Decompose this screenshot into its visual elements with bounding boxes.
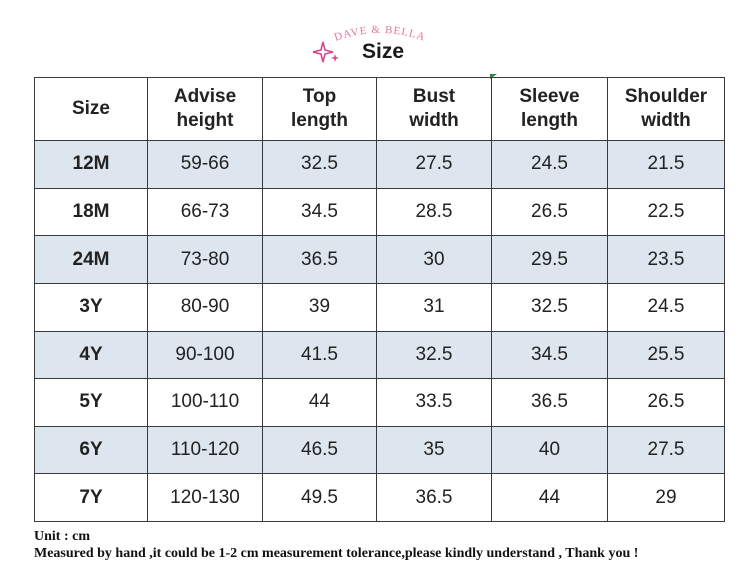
height-cell: 100-110 [147, 378, 263, 427]
table-row: 5Y 100-110 44 33.5 36.5 26.5 [34, 378, 725, 427]
size-chart-table: Size Advise height Top length Bust width Sl… [34, 77, 725, 522]
corner-mark [490, 74, 497, 79]
tolerance-note: Measured by hand ,it could be 1-2 cm mea… [34, 546, 639, 561]
header: DAVE & BELLA Size [0, 0, 750, 79]
table-row: 12M 59-66 32.5 27.5 24.5 21.5 [34, 140, 725, 189]
height-cell: 59-66 [147, 140, 263, 189]
bust-width-cell: 28.5 [376, 187, 492, 237]
height-cell: 66-73 [147, 187, 263, 237]
bust-width-cell: 35 [376, 425, 492, 475]
header-shoulder-width: Shoulder width [607, 77, 725, 141]
table-row: 6Y 110-120 46.5 35 40 27.5 [34, 425, 725, 475]
bust-width-cell: 30 [376, 235, 492, 284]
footer-notes: Unit : cm Measured by hand ,it could be … [34, 528, 744, 562]
sparkle-icon [313, 41, 339, 63]
bust-width-cell: 33.5 [376, 378, 492, 427]
sleeve-length-cell: 44 [491, 473, 608, 522]
header-size: Size [34, 77, 148, 141]
top-length-cell: 39 [262, 282, 377, 332]
shoulder-width-cell: 22.5 [607, 187, 725, 237]
shoulder-width-cell: 27.5 [607, 425, 725, 475]
unit-note: Unit : cm [34, 529, 90, 544]
top-length-cell: 34.5 [262, 187, 377, 237]
height-cell: 120-130 [147, 473, 263, 522]
sleeve-length-cell: 26.5 [491, 187, 608, 237]
header-advise-height: Advise height [147, 77, 263, 141]
size-cell: 6Y [34, 425, 148, 475]
table-row: 18M 66-73 34.5 28.5 26.5 22.5 [34, 187, 725, 237]
sleeve-length-cell: 34.5 [491, 330, 608, 380]
sleeve-length-cell: 40 [491, 425, 608, 475]
shoulder-width-cell: 29 [607, 473, 725, 522]
header-top-length: Top length [262, 77, 377, 141]
bust-width-cell: 31 [376, 282, 492, 332]
size-cell: 24M [34, 235, 148, 284]
size-cell: 12M [34, 140, 148, 189]
header-bust-width: Bust width [376, 77, 492, 141]
height-cell: 90-100 [147, 330, 263, 380]
top-length-cell: 44 [262, 378, 377, 427]
sleeve-length-cell: 36.5 [491, 378, 608, 427]
page-title: Size [362, 40, 405, 63]
height-cell: 110-120 [147, 425, 263, 475]
bust-width-cell: 36.5 [376, 473, 492, 522]
shoulder-width-cell: 21.5 [607, 140, 725, 189]
size-cell: 3Y [34, 282, 148, 332]
top-length-cell: 46.5 [262, 425, 377, 475]
bust-width-cell: 27.5 [376, 140, 492, 189]
shoulder-width-cell: 26.5 [607, 378, 725, 427]
table-row: 3Y 80-90 39 31 32.5 24.5 [34, 282, 725, 332]
top-length-cell: 41.5 [262, 330, 377, 380]
top-length-cell: 36.5 [262, 235, 377, 284]
table-row: 7Y 120-130 49.5 36.5 44 29 [34, 473, 725, 522]
table-row: 24M 73-80 36.5 30 29.5 23.5 [34, 235, 725, 284]
table-row: 4Y 90-100 41.5 32.5 34.5 25.5 [34, 330, 725, 380]
shoulder-width-cell: 23.5 [607, 235, 725, 284]
size-cell: 7Y [34, 473, 148, 522]
brand-logo: DAVE & BELLA [333, 24, 426, 44]
sleeve-length-cell: 32.5 [491, 282, 608, 332]
top-length-cell: 49.5 [262, 473, 377, 522]
table-header-row: Size Advise height Top length Bust width Sl… [34, 77, 725, 141]
size-cell: 4Y [34, 330, 148, 380]
shoulder-width-cell: 25.5 [607, 330, 725, 380]
height-cell: 73-80 [147, 235, 263, 284]
size-cell: 18M [34, 187, 148, 237]
top-length-cell: 32.5 [262, 140, 377, 189]
size-cell: 5Y [34, 378, 148, 427]
sleeve-length-cell: 24.5 [491, 140, 608, 189]
bust-width-cell: 32.5 [376, 330, 492, 380]
sleeve-length-cell: 29.5 [491, 235, 608, 284]
shoulder-width-cell: 24.5 [607, 282, 725, 332]
header-sleeve-length: Sleeve length [491, 77, 608, 141]
height-cell: 80-90 [147, 282, 263, 332]
